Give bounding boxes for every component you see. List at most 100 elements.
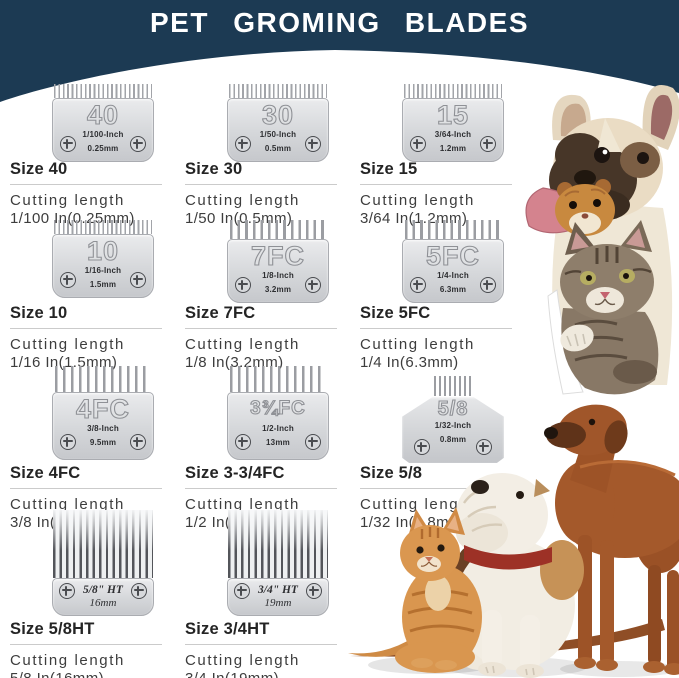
size-label: Size 15 xyxy=(360,160,418,178)
blade-body: 5/8" HT 16mm xyxy=(52,578,154,616)
blade-inch-label: 3/8-Inch xyxy=(87,424,119,433)
blade-info: Size 10 Cutting length 1/16 In(1.5mm) xyxy=(10,304,178,372)
cutting-length-label: Cutting length xyxy=(10,652,125,669)
size-label: Size 7FC xyxy=(185,304,256,322)
size-label: Size 3/4HT xyxy=(185,620,270,638)
blade-inch-label: 1/2-Inch xyxy=(262,424,294,433)
blade-info: Size 5/8HT Cutting length 5/8 In(16mm) xyxy=(10,620,178,678)
size-label: Size 5/8 xyxy=(360,464,423,482)
screw-icon xyxy=(480,136,496,152)
cutting-length-label: Cutting length xyxy=(10,496,125,513)
rhodesian-ridgeback-photo xyxy=(350,404,679,675)
blade-info: Size 30 Cutting length 1/50 In(0.5mm) xyxy=(185,160,353,228)
screw-icon xyxy=(130,136,146,152)
blade-info: Size 5/8 Cutting length 1/32 In(0.8mm) xyxy=(360,464,528,532)
blade-body: 3/4" HT 19mm xyxy=(227,578,329,616)
blade-mm-label: 1.5mm xyxy=(89,280,117,289)
divider xyxy=(360,184,512,185)
blade-mm-label: 1.2mm xyxy=(439,144,467,153)
cutting-length-label: Cutting length xyxy=(185,336,300,353)
blade-teeth xyxy=(54,84,152,98)
blade-teeth xyxy=(405,220,501,239)
bottom-right-animals-photo xyxy=(348,404,679,678)
cutting-length-label: Cutting length xyxy=(185,192,300,209)
blade-number: 5FC xyxy=(425,240,480,271)
screw-icon xyxy=(414,439,430,455)
blade-7fc-image: 7FC 1/8-Inch 3.2mm xyxy=(227,220,329,303)
blade-number: 15 xyxy=(436,99,470,130)
blade-inch-label: 3/4" HT xyxy=(258,584,298,596)
divider xyxy=(360,488,512,489)
blade-inch-label: 1/50-Inch xyxy=(259,130,297,139)
blade-4fc-image: 4FC 3/8-Inch 9.5mm xyxy=(52,366,154,460)
blade-info: Size 5FC Cutting length 1/4 In(6.3mm) xyxy=(360,304,528,372)
size-label: Size 5/8HT xyxy=(10,620,95,638)
blade-body: 4FC 3/8-Inch 9.5mm xyxy=(52,392,154,460)
blade-body: 3¾FC 1/2-Inch 13mm xyxy=(227,392,329,460)
divider xyxy=(10,328,162,329)
blade-teeth xyxy=(54,220,152,234)
divider xyxy=(10,184,162,185)
divider xyxy=(10,488,162,489)
blade-number: 30 xyxy=(261,99,295,130)
blade-body: 10 1/16-Inch 1.5mm xyxy=(52,234,154,298)
divider xyxy=(185,184,337,185)
screw-icon xyxy=(306,583,322,599)
size-label: Size 10 xyxy=(10,304,68,322)
blade-number: 10 xyxy=(86,235,120,266)
blade-inch-label: 1/4-Inch xyxy=(437,271,469,280)
blade-inch-label: 1/8-Inch xyxy=(262,271,294,280)
size-label: Size 4FC xyxy=(10,464,81,482)
blade-mm-label: 0.8mm xyxy=(439,435,467,444)
blade-40-image: 40 1/100-Inch 0.25mm xyxy=(52,84,154,162)
cutting-length-label: Cutting length xyxy=(360,336,475,353)
blade-body: 7FC 1/8-Inch 3.2mm xyxy=(227,239,329,303)
cutting-length-label: Cutting length xyxy=(185,652,300,669)
blade-15-image: 15 3/64-Inch 1.2mm xyxy=(402,84,504,162)
blade-mm-label: 9.5mm xyxy=(89,438,117,447)
screw-icon xyxy=(235,136,251,152)
size-label: Size 40 xyxy=(10,160,68,178)
cutting-value: 1/4 In(6.3mm) xyxy=(360,354,459,371)
blade-number: 40 xyxy=(86,99,120,130)
blade-info: Size 40 Cutting length 1/100 In(0.25mm) xyxy=(10,160,178,228)
blade-teeth xyxy=(229,84,327,98)
divider xyxy=(185,488,337,489)
cutting-length-label: Cutting length xyxy=(360,192,475,209)
blade-mm-label: 19mm xyxy=(264,597,292,609)
blade-teeth xyxy=(230,220,326,239)
blade-body: 15 3/64-Inch 1.2mm xyxy=(402,98,504,162)
blade-number: 5/8 xyxy=(437,397,469,420)
blade-mm-label: 0.25mm xyxy=(87,144,119,153)
size-label: Size 30 xyxy=(185,160,243,178)
screw-icon xyxy=(305,434,321,450)
screw-icon xyxy=(480,277,496,293)
screw-icon xyxy=(235,434,251,450)
cutting-value: 1/32 In(0.8mm) xyxy=(360,514,468,531)
cutting-value: 5/8 In(16mm) xyxy=(10,670,178,678)
blade-info: Size 7FC Cutting length 1/8 In(3.2mm) xyxy=(185,304,353,372)
screw-icon xyxy=(59,583,75,599)
cutting-value: 3/4 In(19mm) xyxy=(185,670,353,678)
screw-icon xyxy=(60,136,76,152)
cutting-length-label: Cutting length xyxy=(360,496,475,513)
blade-3-3-4fc-image: 3¾FC 1/2-Inch 13mm xyxy=(227,366,329,460)
cutting-length-label: Cutting length xyxy=(185,496,300,513)
screw-icon xyxy=(234,583,250,599)
screw-icon xyxy=(235,277,251,293)
blade-teeth xyxy=(404,84,502,98)
blade-teeth xyxy=(434,376,472,396)
screw-icon xyxy=(130,434,146,450)
cutting-length-label: Cutting length xyxy=(10,336,125,353)
blade-teeth xyxy=(55,366,151,392)
tabby-kitten-photo xyxy=(547,220,659,395)
screw-icon xyxy=(60,434,76,450)
divider xyxy=(185,328,337,329)
blade-number: 4FC xyxy=(75,393,130,424)
blade-number: 3¾FC xyxy=(250,397,306,419)
blade-teeth xyxy=(228,510,328,578)
cutting-length-label: Cutting length xyxy=(10,192,125,209)
blade-body: 5FC 1/4-Inch 6.3mm xyxy=(402,239,504,303)
blade-mm-label: 0.5mm xyxy=(264,144,292,153)
